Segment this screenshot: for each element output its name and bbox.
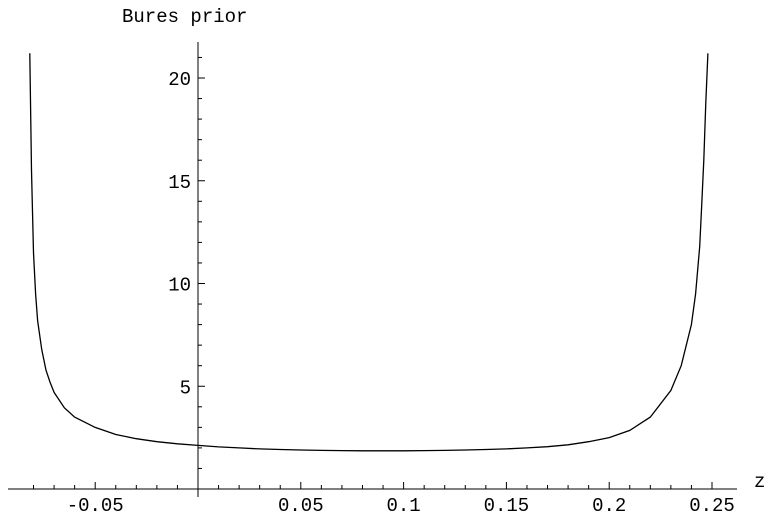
x-tick-label: 0.15 <box>484 495 530 517</box>
x-tick-label: 0.05 <box>278 495 324 517</box>
axes <box>8 42 737 497</box>
series-line <box>29 53 709 452</box>
y-tick-label: 5 <box>180 377 191 399</box>
y-tick-label: 10 <box>168 275 191 297</box>
x-ticks: -0.05 0.05 0.1 0.15 0.2 0.25 <box>33 482 735 517</box>
y-ticks: 5 10 15 20 <box>168 56 205 469</box>
y-tick-label: 15 <box>168 172 191 194</box>
x-tick-label: 0.2 <box>592 495 626 517</box>
x-tick-label: -0.05 <box>67 495 124 517</box>
x-tick-label: 0.25 <box>689 495 735 517</box>
y-axis-label: Bures prior <box>122 6 247 28</box>
x-tick-label: 0.1 <box>386 495 420 517</box>
y-tick-label: 20 <box>168 69 191 91</box>
x-axis-label: z <box>754 471 765 493</box>
